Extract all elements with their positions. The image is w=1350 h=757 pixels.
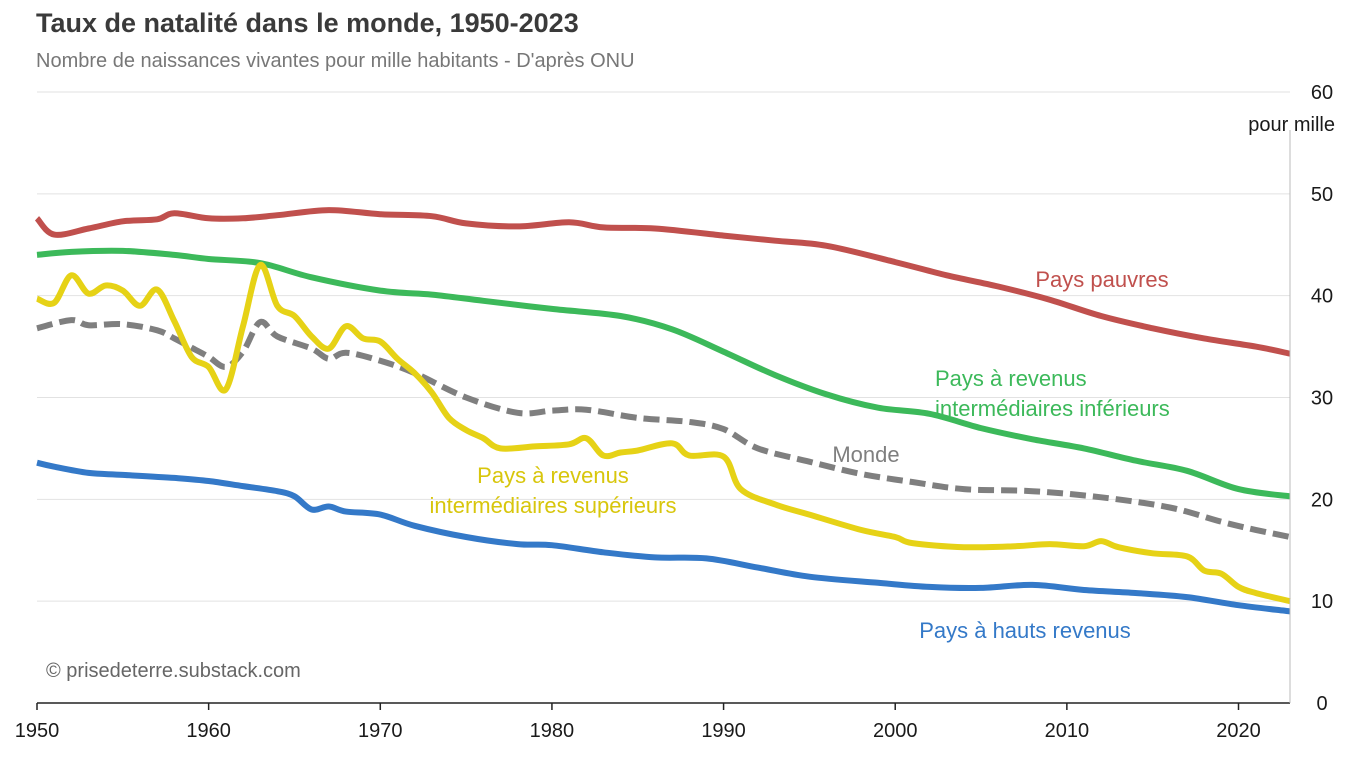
label-pays-pauvres: Pays pauvres — [1035, 267, 1168, 292]
y-tick-label: 60 — [1311, 82, 1333, 104]
x-tick-label: 1960 — [186, 720, 231, 742]
x-tick-label: 1990 — [701, 720, 746, 742]
label-intermediaires-superieurs: Pays à revenus intermédiaires supérieurs — [430, 463, 677, 518]
x-tick-label: 1970 — [358, 720, 403, 742]
y-unit-label: pour mille — [1248, 114, 1335, 136]
series-line-monde — [36, 317, 1291, 540]
y-tick-label: 0 — [1316, 693, 1327, 715]
y-tick-label: 30 — [1311, 388, 1333, 410]
axes: 0 10 20 30 40 50 60 pour mille 1950 1960 1970 1980 1… — [15, 82, 1335, 742]
series-line-hauts-revenus — [36, 459, 1291, 615]
x-tick-label: 2000 — [873, 720, 918, 742]
label-monde: Monde — [832, 442, 899, 467]
x-tick-label: 2020 — [1216, 720, 1261, 742]
y-tick-label: 20 — [1311, 489, 1333, 511]
y-tick-label: 40 — [1311, 286, 1333, 308]
credit-text: © prisedeterre.substack.com — [46, 660, 301, 682]
x-tick-label: 1950 — [15, 720, 60, 742]
series-line-intermediaires-superieurs — [35, 262, 1291, 605]
chart-title: Taux de natalité dans le monde, 1950-202… — [36, 8, 579, 38]
series-line-pays-pauvres — [34, 207, 1291, 357]
label-hauts-revenus: Pays à hauts revenus — [919, 618, 1131, 643]
series-line-intermediaires-inferieurs — [36, 247, 1291, 500]
gridlines — [37, 91, 1290, 602]
label-intermediaires-inferieurs: Pays à revenus intermédiaires inférieurs — [935, 366, 1170, 421]
series-labels: Pays pauvres Pays à revenus intermédiaires… — [430, 267, 1170, 643]
series-lines — [34, 207, 1291, 615]
chart-subtitle: Nombre de naissances vivantes pour mille… — [36, 50, 635, 72]
x-tick-label: 2010 — [1045, 720, 1090, 742]
y-tick-label: 10 — [1311, 591, 1333, 613]
x-tick-label: 1980 — [530, 720, 575, 742]
y-tick-label: 50 — [1311, 184, 1333, 206]
